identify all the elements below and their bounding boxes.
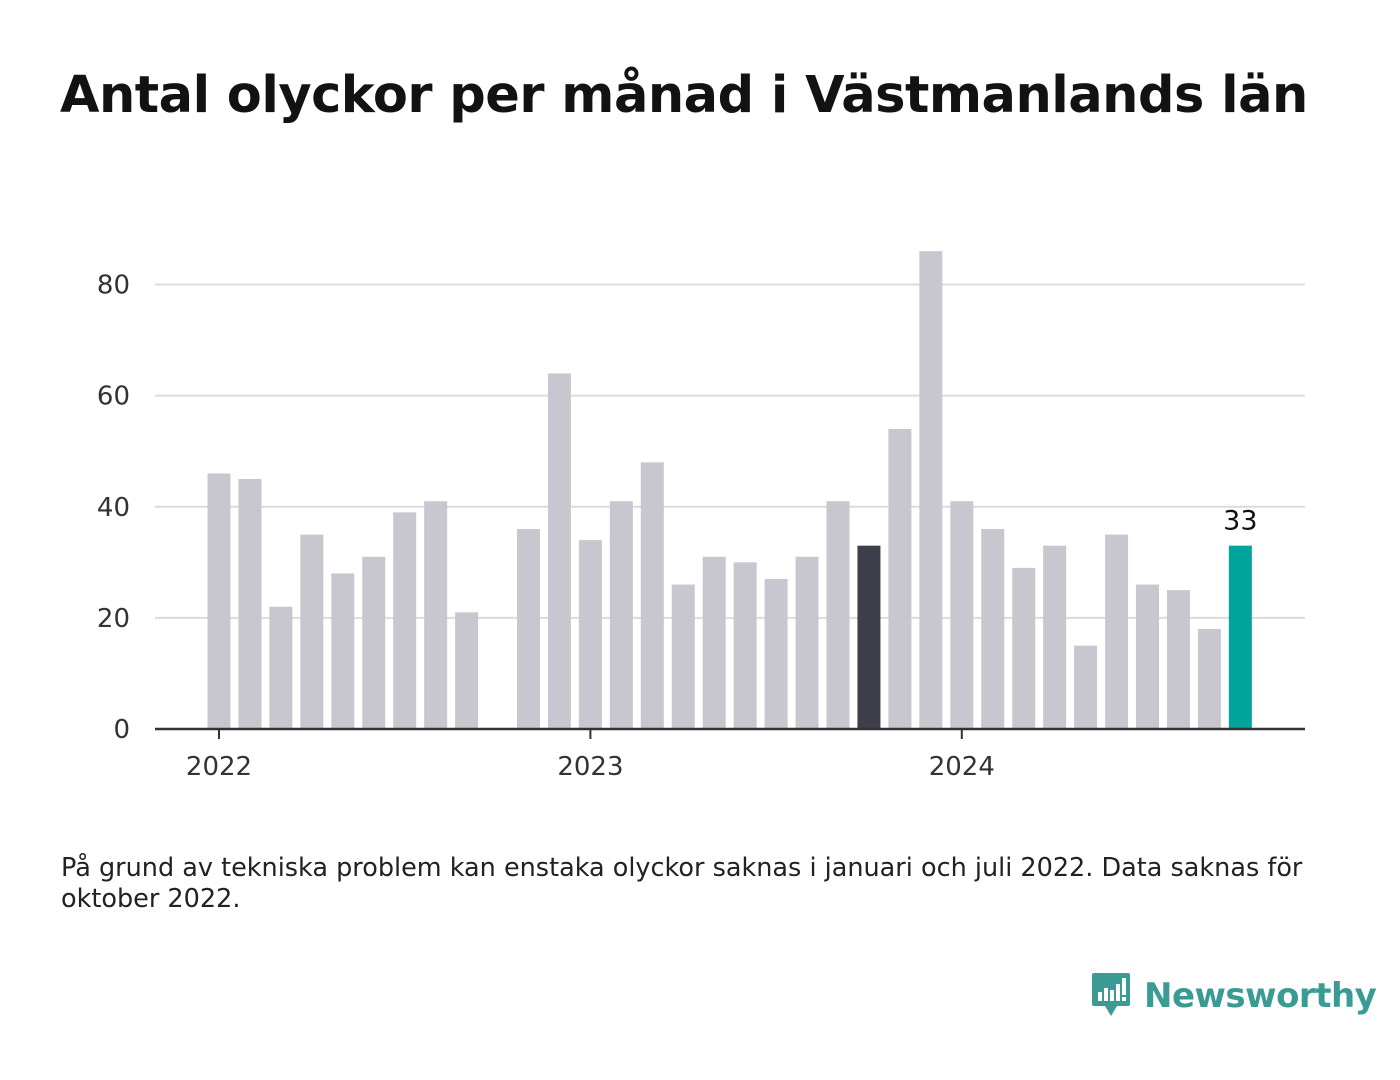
bar-2023-01 (578, 540, 602, 729)
bar-2023-02 (609, 501, 633, 729)
bar-2023-09 (826, 501, 850, 729)
x-tick-label: 2022 (186, 752, 252, 782)
y-tick-label: 80 (97, 271, 130, 301)
bar-2023-04 (671, 584, 695, 729)
x-tick-label: 2023 (557, 752, 623, 782)
bar-2023-11 (888, 429, 912, 729)
bar-2023-03 (640, 462, 664, 729)
y-tick-label: 40 (97, 493, 130, 523)
bar-2024-05 (1074, 645, 1098, 729)
y-tick-label: 20 (97, 604, 130, 634)
newsworthy-logo: Newsworthy (1090, 970, 1377, 1022)
bar-2022-02 (238, 479, 262, 729)
x-axis: 2022 2023 2024 (155, 727, 1305, 782)
data-labels: 33 (1223, 506, 1257, 537)
x-tick-label: 2024 (929, 752, 995, 782)
bar-2024-01 (950, 501, 974, 729)
bar-2022-08 (424, 501, 448, 729)
bar-2022-11 (517, 529, 540, 729)
data-label-latest: 33 (1223, 506, 1257, 537)
bar-2023-07 (764, 579, 788, 729)
gridlines (155, 283, 1305, 619)
bar-2024-08 (1166, 590, 1190, 729)
bar-2024-04 (1043, 545, 1067, 729)
chart-title: Antal olyckor per månad i Västmanlands l… (60, 66, 1308, 125)
bar-2022-09 (455, 612, 479, 729)
bar-chart: 0 20 40 60 80 2022 2023 2024 33 (97, 251, 1305, 782)
bar-2024-06 (1105, 534, 1129, 729)
bar-2023-06 (733, 562, 757, 729)
bar-2024-03 (1012, 567, 1036, 729)
bar-2023-10 (857, 545, 881, 729)
bar-2022-06 (362, 556, 386, 729)
bar-2024-10 (1228, 545, 1252, 729)
brand-name: Newsworthy (1144, 976, 1377, 1016)
y-tick-label: 0 (113, 715, 130, 745)
bar-2023-12 (919, 251, 943, 729)
bar-2022-12 (547, 373, 571, 729)
bar-2023-08 (795, 556, 819, 729)
y-axis-labels: 0 20 40 60 80 (97, 271, 130, 745)
bars (207, 251, 1252, 729)
bar-2022-04 (300, 534, 324, 729)
bar-2024-07 (1136, 584, 1159, 729)
bar-2022-03 (269, 606, 293, 729)
y-tick-label: 60 (97, 382, 130, 412)
bar-2024-02 (981, 529, 1005, 729)
bar-2022-07 (393, 512, 417, 729)
bar-2022-01 (207, 473, 231, 729)
newsworthy-logo-icon (1092, 973, 1130, 1016)
bar-2022-05 (331, 573, 355, 729)
footnote: På grund av tekniska problem kan enstaka… (61, 853, 1303, 914)
bar-2024-09 (1197, 629, 1221, 729)
bar-2023-05 (702, 556, 726, 729)
